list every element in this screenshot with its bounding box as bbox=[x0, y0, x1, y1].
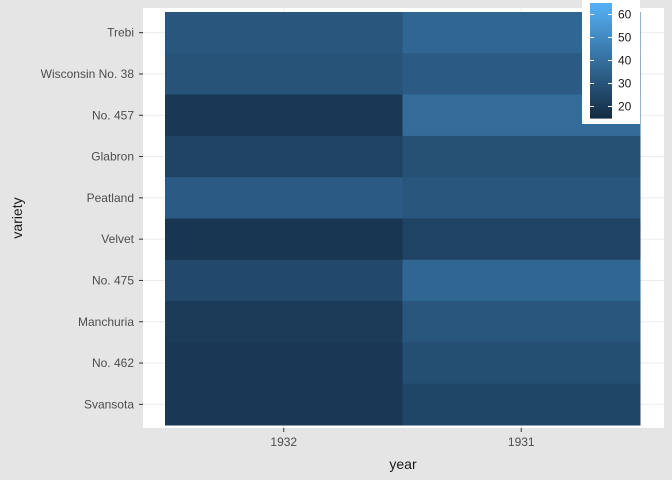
heatmap-cell bbox=[165, 218, 403, 261]
legend-gradient-strip bbox=[590, 95, 612, 99]
legend-gradient-strip bbox=[590, 5, 612, 10]
legend-gradient-strip bbox=[590, 106, 612, 110]
y-tick-label: Peatland bbox=[87, 191, 134, 205]
heatmap-cell bbox=[402, 135, 641, 178]
legend-gradient-strip bbox=[590, 46, 612, 50]
color-legend: 20 30 40 50 60 bbox=[582, 0, 640, 124]
legend-gradient-strip bbox=[590, 54, 612, 59]
legend-gradient-strip bbox=[590, 34, 612, 39]
legend-gradient-strip bbox=[590, 20, 612, 24]
legend-gradient-strip bbox=[590, 63, 612, 67]
legend-gradient-strip bbox=[590, 115, 612, 119]
legend-gradient-strip bbox=[590, 89, 612, 93]
y-tick-label: Velvet bbox=[101, 232, 134, 246]
heatmap-cell bbox=[165, 12, 403, 54]
legend-gradient-strip bbox=[590, 17, 612, 21]
y-tick-label: No. 457 bbox=[92, 108, 134, 122]
heatmap-cell bbox=[165, 259, 403, 302]
heatmap-cell bbox=[402, 383, 641, 426]
y-tick-label: Glabron bbox=[91, 150, 134, 164]
legend-gradient-strip bbox=[590, 100, 612, 105]
legend-gradient-strip bbox=[590, 80, 612, 85]
legend-gradient-strip bbox=[590, 51, 612, 56]
heatmap-cell bbox=[402, 218, 641, 261]
heatmap-cell bbox=[165, 383, 403, 426]
x-axis: 1932 1931 bbox=[270, 428, 535, 449]
y-axis: Trebi Wisconsin No. 38 No. 457 Glabron Peatl… bbox=[41, 26, 143, 411]
heatmap-cell bbox=[402, 301, 641, 343]
legend-gradient-strip bbox=[590, 8, 612, 13]
legend-gradient-strip bbox=[590, 23, 612, 27]
legend-gradient-strip bbox=[590, 92, 612, 96]
legend-gradient-strip bbox=[590, 109, 612, 113]
legend-gradient-strip bbox=[590, 69, 612, 73]
x-axis-title: year bbox=[389, 456, 417, 472]
legend-label: 60 bbox=[618, 8, 632, 22]
y-tick-label: Svansota bbox=[84, 397, 134, 411]
heatmap-cells bbox=[165, 12, 641, 426]
legend-gradient-strip bbox=[590, 14, 612, 18]
heatmap-cell bbox=[165, 177, 403, 219]
heatmap-cell bbox=[165, 342, 403, 385]
y-tick-label: Trebi bbox=[107, 26, 134, 40]
legend-gradient-strip bbox=[590, 43, 612, 47]
legend-gradient-strip bbox=[590, 3, 612, 7]
heatmap-cell bbox=[165, 94, 403, 137]
x-tick-label: 1931 bbox=[508, 435, 535, 449]
legend-gradient-strip bbox=[590, 60, 612, 64]
legend-label: 40 bbox=[618, 54, 632, 68]
heatmap-cell bbox=[165, 301, 403, 343]
legend-gradient-strip bbox=[590, 72, 612, 76]
y-tick-label: No. 475 bbox=[92, 273, 134, 287]
y-axis-title: variety bbox=[9, 197, 25, 238]
x-tick-label: 1932 bbox=[270, 435, 297, 449]
legend-gradient-strip bbox=[590, 49, 612, 53]
legend-gradient-strip bbox=[590, 86, 612, 90]
legend-gradient-strip bbox=[590, 77, 612, 82]
heatmap-cell bbox=[165, 53, 403, 96]
legend-gradient-strip bbox=[590, 103, 612, 108]
heatmap-cell bbox=[402, 177, 641, 219]
y-tick-label: No. 462 bbox=[92, 356, 134, 370]
legend-gradient-strip bbox=[590, 74, 612, 79]
legend-gradient-strip bbox=[590, 11, 612, 16]
y-tick-label: Wisconsin No. 38 bbox=[41, 67, 135, 81]
legend-gradient-strip bbox=[590, 31, 612, 36]
legend-gradient-strip bbox=[590, 26, 612, 30]
legend-gradient-strip bbox=[590, 66, 612, 70]
legend-gradient-strip bbox=[590, 97, 612, 102]
legend-gradient-strip bbox=[590, 37, 612, 41]
legend-gradient-strip bbox=[590, 40, 612, 44]
heatmap-cell bbox=[165, 135, 403, 178]
legend-label: 30 bbox=[618, 77, 632, 91]
heatmap-cell bbox=[402, 342, 641, 385]
legend-label: 20 bbox=[618, 100, 632, 114]
legend-label: 50 bbox=[618, 31, 632, 45]
legend-gradient-strip bbox=[590, 83, 612, 87]
legend-gradient-strip bbox=[590, 28, 612, 33]
legend-gradient-strip bbox=[590, 57, 612, 62]
y-tick-label: Manchuria bbox=[78, 315, 134, 329]
legend-gradient-strip bbox=[590, 112, 612, 116]
heatmap-cell bbox=[402, 259, 641, 302]
